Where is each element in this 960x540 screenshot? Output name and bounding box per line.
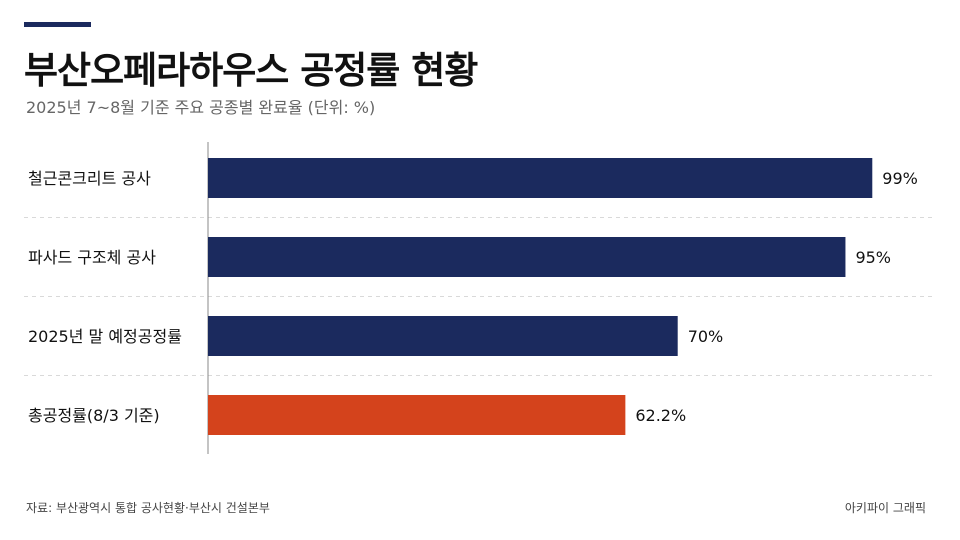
title-accent-bar <box>24 22 91 27</box>
source-note: 자료: 부산광역시 통합 공사현황·부산시 건설본부 <box>26 501 270 515</box>
credit-note: 아키파이 그래픽 <box>844 501 926 515</box>
highlight-bar <box>208 395 626 435</box>
category-label: 총공정률(8/3 기준) <box>28 406 160 425</box>
value-label: 95% <box>855 248 891 267</box>
chart-title: 부산오페라하우스 공정률 현황 <box>24 49 478 92</box>
bar <box>208 316 678 356</box>
value-label: 99% <box>882 169 918 188</box>
category-label: 철근콘크리트 공사 <box>28 169 151 188</box>
bar <box>208 158 873 198</box>
value-label: 62.2% <box>635 406 686 425</box>
chart-subtitle: 2025년 7~8월 기준 주요 공종별 완료율 (단위: %) <box>26 98 376 117</box>
bar <box>208 237 846 277</box>
category-label: 파사드 구조체 공사 <box>28 248 156 267</box>
value-label: 70% <box>688 327 724 346</box>
category-label: 2025년 말 예정공정률 <box>28 327 182 346</box>
